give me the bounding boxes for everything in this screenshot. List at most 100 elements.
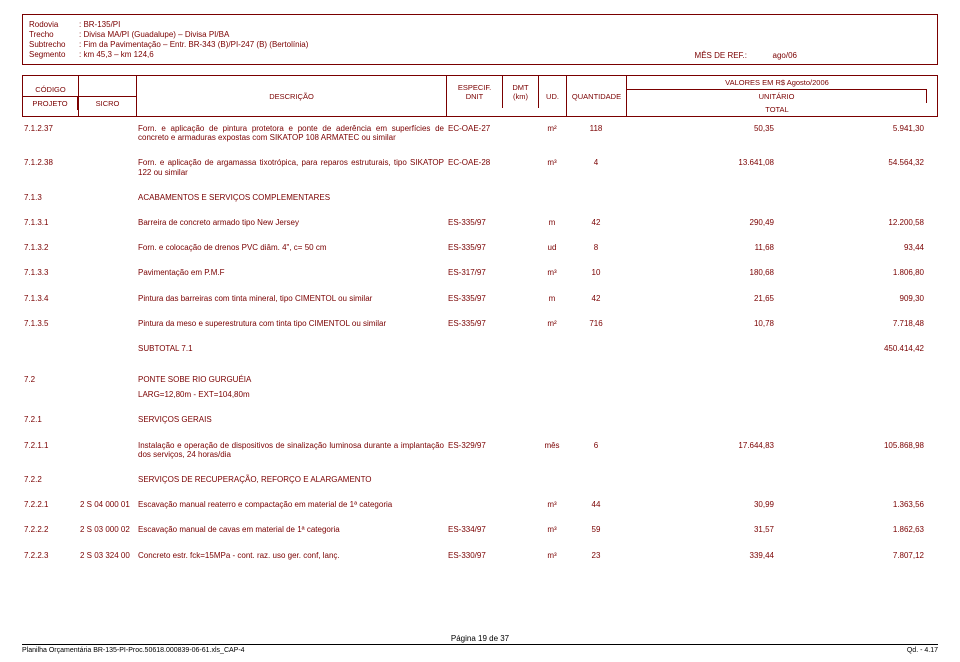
th-valores: VALORES EM R$ Agosto/2006	[627, 76, 927, 90]
cell-descricao: Pavimentação em P.M.F	[136, 267, 446, 278]
table-row: 7.2.2.12 S 04 000 01Escavação manual rea…	[22, 499, 938, 510]
cell-dmt	[502, 217, 538, 219]
cell-total	[776, 414, 926, 416]
cell-descricao: Instalação e operação de dispositivos de…	[136, 440, 446, 460]
cell-projeto: 7.2.1	[22, 414, 78, 425]
cell-projeto: 7.2	[22, 374, 78, 385]
cell-sicro	[78, 242, 136, 244]
cell-unitario	[626, 414, 776, 416]
cell-ud: ud	[538, 242, 566, 253]
table-row: 7.1.3.1Barreira de concreto armado tipo …	[22, 217, 938, 228]
table-body: 7.1.2.37Forn. e aplicação de pintura pro…	[22, 123, 938, 561]
th-especif: ESPECIF.	[449, 83, 500, 92]
table-row: LARG=12,80m - EXT=104,80m	[22, 389, 938, 400]
cell-projeto: 7.2.1.1	[22, 440, 78, 451]
cell-quantidade	[566, 389, 626, 391]
cell-sicro	[78, 389, 136, 391]
cell-quantidade: 6	[566, 440, 626, 451]
cell-especif: ES-335/97	[446, 217, 502, 228]
mesref-label: MÊS DE REF.:	[695, 51, 747, 60]
cell-projeto	[22, 389, 78, 391]
table-row: 7.1.3.3Pavimentação em P.M.FES-317/97m³1…	[22, 267, 938, 278]
cell-total	[776, 192, 926, 194]
cell-descricao: Forn. e colocação de drenos PVC diâm. 4"…	[136, 242, 446, 253]
cell-unitario	[626, 474, 776, 476]
th-total: TOTAL	[627, 103, 927, 116]
subtrecho-value: : Fim da Pavimentação – Entr. BR-343 (B)…	[79, 40, 308, 49]
segmento-label: Segmento	[29, 50, 73, 59]
cell-dmt	[502, 242, 538, 244]
cell-total: 7.718,48	[776, 318, 926, 329]
cell-ud: m³	[538, 157, 566, 168]
cell-total: 54.564,32	[776, 157, 926, 168]
cell-especif	[446, 414, 502, 416]
header-box: Rodovia : BR-135/PI Trecho : Divisa MA/P…	[22, 14, 938, 65]
cell-sicro	[78, 157, 136, 159]
footer-right: Qd. - 4.17	[907, 647, 938, 654]
cell-dmt	[502, 123, 538, 125]
cell-descricao: Forn. e aplicação de pintura protetora e…	[136, 123, 446, 143]
cell-unitario	[626, 374, 776, 376]
trecho-label: Trecho	[29, 30, 73, 39]
cell-quantidade: 10	[566, 267, 626, 278]
cell-ud: m³	[538, 524, 566, 535]
cell-quantidade	[566, 192, 626, 194]
cell-total: 1.862,63	[776, 524, 926, 535]
cell-projeto: 7.1.3.2	[22, 242, 78, 253]
cell-total: 105.868,98	[776, 440, 926, 451]
cell-descricao: SERVIÇOS DE RECUPERAÇÃO, REFORÇO E ALARG…	[136, 474, 446, 485]
cell-ud	[538, 192, 566, 194]
cell-total	[776, 374, 926, 376]
cell-descricao: Pintura da meso e superestrutura com tin…	[136, 318, 446, 329]
cell-descricao: Pintura das barreiras com tinta mineral,…	[136, 293, 446, 304]
footer-mid: Página 19 de 37	[451, 634, 509, 643]
cell-sicro	[78, 343, 136, 345]
cell-sicro	[78, 374, 136, 376]
cell-projeto: 7.1.3.4	[22, 293, 78, 304]
th-km: (km)	[505, 92, 536, 101]
cell-total: 1.806,80	[776, 267, 926, 278]
table-row: 7.1.3.2 Forn. e colocação de drenos PVC d…	[22, 242, 938, 253]
cell-descricao: SERVIÇOS GERAIS	[136, 414, 446, 425]
cell-ud: m	[538, 217, 566, 228]
cell-quantidade	[566, 343, 626, 345]
cell-ud: m³	[538, 267, 566, 278]
table-row: 7.1.3.5 Pintura da meso e superestrutura …	[22, 318, 938, 329]
th-quantidade: QUANTIDADE	[567, 76, 627, 116]
trecho-value: : Divisa MA/PI (Guadalupe) – Divisa PI/B…	[79, 30, 229, 39]
cell-dmt	[502, 293, 538, 295]
cell-projeto: 7.1.3.5	[22, 318, 78, 329]
cell-unitario: 30,99	[626, 499, 776, 510]
cell-projeto: 7.1.3	[22, 192, 78, 203]
cell-ud: m	[538, 293, 566, 304]
cell-total: 5.941,30	[776, 123, 926, 134]
th-descricao: DESCRIÇÃO	[137, 76, 447, 116]
cell-sicro: 2 S 04 000 01	[78, 499, 136, 510]
cell-dmt	[502, 440, 538, 442]
th-codigo: CÓDIGO	[23, 83, 78, 97]
cell-sicro: 2 S 03 324 00	[78, 550, 136, 561]
cell-unitario: 11,68	[626, 242, 776, 253]
cell-unitario	[626, 389, 776, 391]
cell-total: 450.414,42	[776, 343, 926, 354]
cell-quantidade	[566, 414, 626, 416]
cell-sicro	[78, 414, 136, 416]
cell-total: 7.807,12	[776, 550, 926, 561]
cell-total	[776, 389, 926, 391]
cell-dmt	[502, 524, 538, 526]
cell-unitario: 17.644,83	[626, 440, 776, 451]
cell-ud	[538, 389, 566, 391]
cell-total	[776, 474, 926, 476]
rodovia-label: Rodovia	[29, 20, 73, 29]
cell-unitario: 339,44	[626, 550, 776, 561]
cell-especif: EC-OAE-28	[446, 157, 502, 168]
table-row: 7.2.1 SERVIÇOS GERAIS	[22, 414, 938, 425]
cell-quantidade: 8	[566, 242, 626, 253]
subtrecho-label: Subtrecho	[29, 40, 73, 49]
cell-unitario: 21,65	[626, 293, 776, 304]
cell-especif	[446, 343, 502, 345]
cell-especif: ES-334/97	[446, 524, 502, 535]
cell-dmt	[502, 550, 538, 552]
cell-sicro	[78, 123, 136, 125]
cell-descricao: Escavação manual reaterro e compactação …	[136, 499, 446, 510]
